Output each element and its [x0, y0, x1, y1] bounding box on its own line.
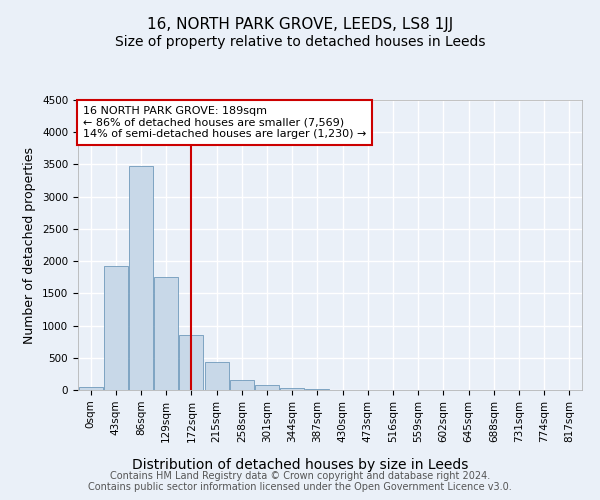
- Text: Contains HM Land Registry data © Crown copyright and database right 2024.: Contains HM Land Registry data © Crown c…: [110, 471, 490, 481]
- Text: Contains public sector information licensed under the Open Government Licence v3: Contains public sector information licen…: [88, 482, 512, 492]
- Text: Distribution of detached houses by size in Leeds: Distribution of detached houses by size …: [132, 458, 468, 471]
- Bar: [280, 388, 304, 390]
- Text: 16 NORTH PARK GROVE: 189sqm
← 86% of detached houses are smaller (7,569)
14% of : 16 NORTH PARK GROVE: 189sqm ← 86% of det…: [83, 106, 367, 139]
- Bar: [205, 362, 229, 390]
- Bar: [129, 166, 153, 390]
- Bar: [154, 276, 178, 390]
- Bar: [230, 380, 254, 390]
- Bar: [104, 266, 128, 390]
- Bar: [255, 385, 279, 390]
- Text: Size of property relative to detached houses in Leeds: Size of property relative to detached ho…: [115, 35, 485, 49]
- Bar: [79, 387, 103, 390]
- Text: 16, NORTH PARK GROVE, LEEDS, LS8 1JJ: 16, NORTH PARK GROVE, LEEDS, LS8 1JJ: [147, 18, 453, 32]
- Y-axis label: Number of detached properties: Number of detached properties: [23, 146, 37, 344]
- Bar: [179, 335, 203, 390]
